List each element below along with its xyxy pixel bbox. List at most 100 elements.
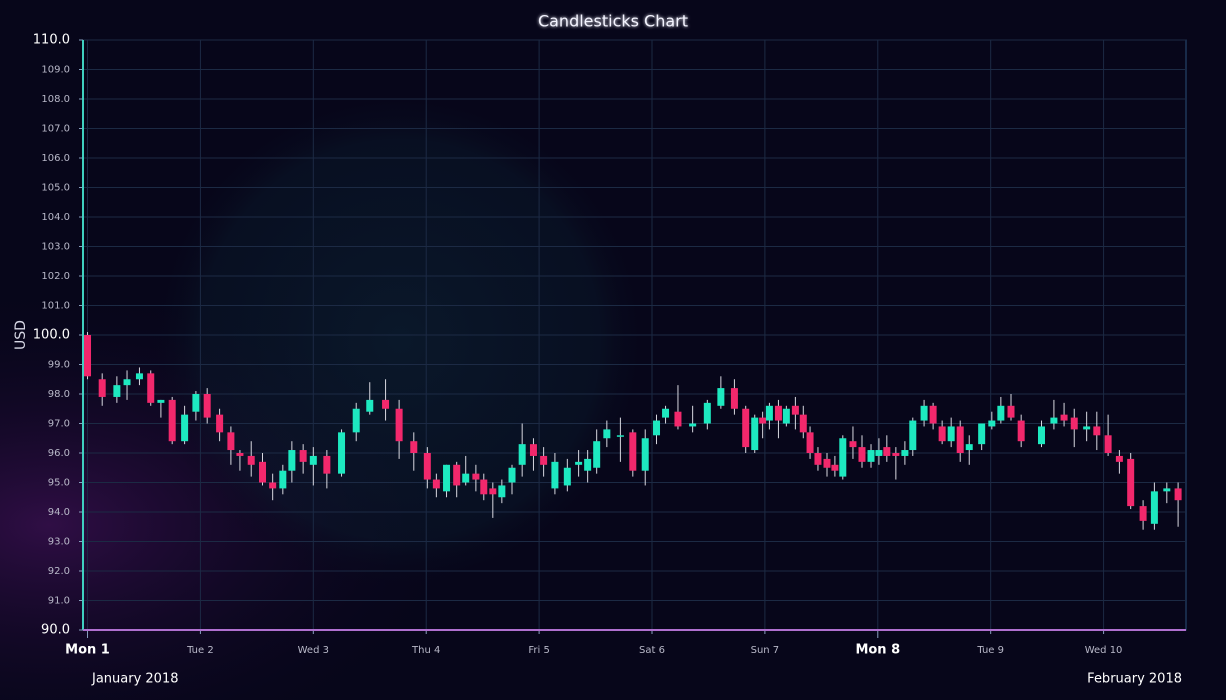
candle-body <box>1060 414 1068 421</box>
y-tick-label: 109.0 <box>41 65 70 76</box>
candle-body <box>1104 435 1112 453</box>
candle-body <box>181 414 189 442</box>
candle-body <box>883 447 891 456</box>
candle-body <box>867 450 875 462</box>
y-tick-label: 95.0 <box>48 478 70 489</box>
x-tick-label: Sun 7 <box>751 645 780 656</box>
candle-body <box>814 453 822 465</box>
candle-body <box>858 447 866 462</box>
candle-body <box>689 423 697 427</box>
y-tick-label: 110.0 <box>33 33 70 48</box>
x-tick-label: Mon 8 <box>855 643 900 658</box>
candle-body <box>338 432 346 474</box>
x-period-label: February 2018 <box>1087 672 1182 687</box>
y-tick-label: 101.0 <box>41 301 70 312</box>
candle-body <box>192 394 200 412</box>
x-period-label: January 2018 <box>91 672 179 687</box>
candle-body <box>462 473 470 483</box>
candle-body <box>432 479 440 489</box>
candle-body <box>84 335 92 377</box>
y-tick-label: 91.0 <box>48 596 70 607</box>
candle-body <box>480 479 488 495</box>
candle-body <box>443 464 451 492</box>
candle-body <box>929 405 937 424</box>
y-tick-label: 94.0 <box>48 507 70 518</box>
candle-body <box>203 394 211 418</box>
y-tick-label: 90.0 <box>41 623 70 638</box>
candle-body <box>584 458 592 471</box>
candle-body <box>956 426 964 453</box>
candle-body <box>410 441 418 453</box>
candle-body <box>641 438 649 471</box>
candle-body <box>323 455 331 474</box>
candle-body <box>498 485 506 498</box>
candle-body <box>616 435 624 437</box>
candle-body <box>978 423 986 445</box>
candle-body <box>366 399 374 412</box>
candle-body <box>965 444 973 451</box>
candle-body <box>603 429 611 439</box>
y-tick-label: 100.0 <box>33 328 70 343</box>
candle-body <box>806 432 814 453</box>
y-tick-label: 97.0 <box>48 419 70 430</box>
candle-body <box>717 388 725 406</box>
y-tick-label: 92.0 <box>48 566 70 577</box>
candle-body <box>518 444 526 465</box>
candle-body <box>1174 488 1182 501</box>
candle-body <box>299 450 307 462</box>
candle-body <box>674 411 682 427</box>
candle-body <box>839 438 847 477</box>
candle-body <box>849 441 857 448</box>
candle-body <box>236 453 244 456</box>
candle-body <box>489 488 497 495</box>
candle-body <box>901 450 909 456</box>
candle-body <box>259 461 267 483</box>
candle-body <box>875 450 883 456</box>
x-tick-label: Tue 9 <box>976 645 1004 656</box>
candle-body <box>529 444 537 456</box>
candle-body <box>947 426 955 442</box>
x-tick-label: Fri 5 <box>528 645 549 656</box>
x-tick-label: Wed 10 <box>1085 645 1123 656</box>
candle-body <box>288 450 296 471</box>
candle-body <box>540 455 548 465</box>
candle-body <box>799 414 807 433</box>
candle-body <box>909 420 917 451</box>
x-tick-label: Tue 2 <box>186 645 214 656</box>
candle-body <box>988 420 996 427</box>
candle-body <box>352 408 360 433</box>
candle-body <box>147 373 155 403</box>
candle-body <box>563 467 571 486</box>
candle-body <box>774 405 782 421</box>
y-tick-label: 103.0 <box>41 242 70 253</box>
candle-body <box>1139 506 1147 521</box>
candle-body <box>1070 417 1078 430</box>
y-tick-label: 98.0 <box>48 389 70 400</box>
y-tick-label: 107.0 <box>41 124 70 135</box>
y-tick-label: 96.0 <box>48 448 70 459</box>
candle-body <box>216 414 224 433</box>
candle-body <box>382 399 390 409</box>
y-tick-label: 104.0 <box>41 212 70 223</box>
candle-body <box>1150 491 1158 524</box>
candle-body <box>453 464 461 486</box>
candle-body <box>742 408 750 448</box>
candle-body <box>730 388 738 409</box>
candle-body <box>135 373 143 380</box>
candle-body <box>823 458 831 468</box>
candle-body <box>1093 426 1101 436</box>
y-tick-label: 102.0 <box>41 271 70 282</box>
candle-body <box>997 405 1005 421</box>
candle-body <box>472 473 480 480</box>
candle-body <box>269 482 277 489</box>
candle-body <box>309 455 317 465</box>
candle-body <box>508 467 516 483</box>
candle-body <box>782 408 790 424</box>
candle-body <box>551 461 559 489</box>
y-tick-label: 93.0 <box>48 537 70 548</box>
candle-body <box>1017 420 1025 442</box>
candle-body <box>98 379 106 397</box>
x-tick-label: Sat 6 <box>639 645 665 656</box>
candle-body <box>423 453 431 480</box>
